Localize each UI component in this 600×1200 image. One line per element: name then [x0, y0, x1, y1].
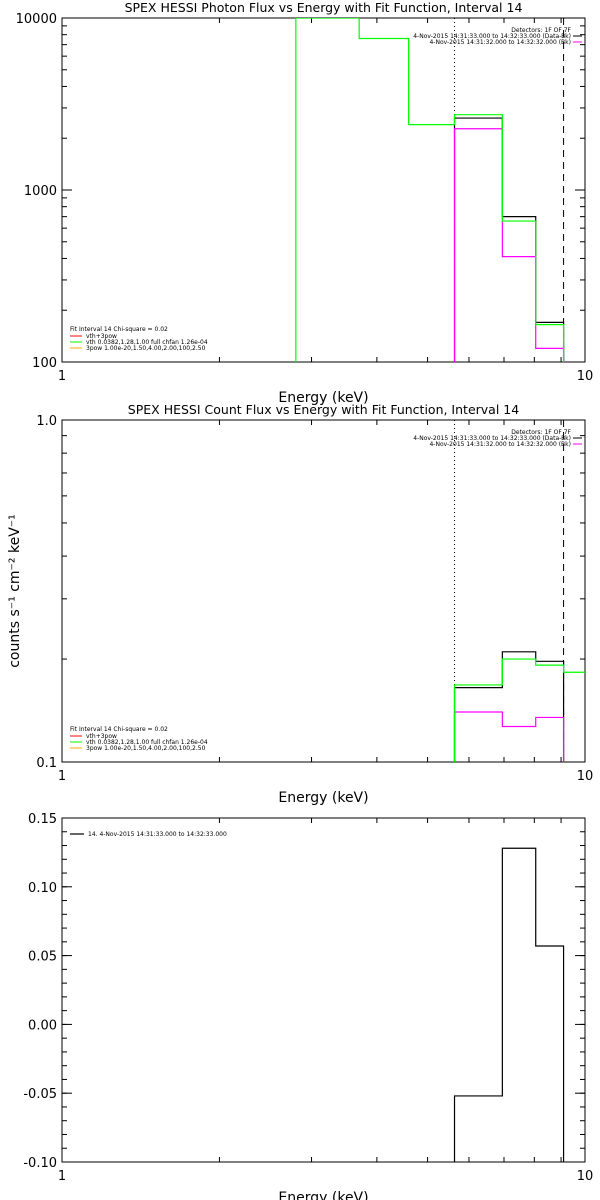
x-axis-label: Energy (keV)	[278, 390, 368, 406]
series-data-bk-histogram	[453, 117, 565, 362]
chart-panel-1: SPEX HESSI Photon Flux vs Energy with Fi…	[16, 0, 594, 406]
x-axis-label: Energy (keV)	[278, 790, 368, 806]
y-axis-label: counts s⁻¹ cm⁻² keV⁻¹	[7, 514, 23, 668]
series-14-4-nov-2015-14-31-33-000-to-14-32-33-000-histogram	[453, 847, 565, 1162]
y-tick-label: -0.05	[23, 1087, 57, 1102]
chart-panel-3: 1 10 -0.10 -0.05 0.00 0.05 0.10 0.15 Energy (keV…	[23, 812, 593, 1200]
legend-header: Fit Interval 14 Chi-square = 0.02	[70, 326, 168, 333]
y-tick-label: 1.0	[36, 414, 57, 429]
series-vth-3pow-histogram	[453, 658, 585, 762]
series-bk-histogram	[453, 128, 565, 362]
y-tick-label: -0.10	[23, 1156, 57, 1171]
y-tick-label: 0.00	[28, 1018, 57, 1033]
info-text: Detectors: 1F OF 7F	[511, 429, 571, 436]
x-tick-label: 10	[577, 1169, 594, 1184]
x-tick-label: 1	[58, 769, 66, 784]
info-text: Detectors: 1F OF 7F	[511, 27, 571, 34]
legend-label: vth+3pow	[86, 333, 117, 340]
y-tick-label: 1000	[24, 184, 57, 199]
legend-label: vth+3pow	[86, 733, 117, 740]
y-tick-label: 100	[32, 356, 57, 371]
y-tick-label: 0.10	[28, 881, 57, 896]
chart-title: SPEX HESSI Count Flux vs Energy with Fit…	[128, 402, 519, 417]
chart-title: SPEX HESSI Photon Flux vs Energy with Fi…	[125, 0, 523, 15]
info-text: 4-Nov-2015 14:31:33.000 to 14:32:33.000 …	[413, 435, 571, 442]
x-tick-label: 10	[577, 769, 594, 784]
plot-frame	[61, 419, 586, 763]
x-tick-label: 10	[577, 369, 594, 384]
legend-label: 3pow 1.00e-20,1.50,4.00,2.00,100,2.50	[86, 345, 206, 352]
legend-label: vth 0.0382,1.28,1.00 full chfan 1.26e-04	[86, 339, 208, 346]
y-tick-label: 0.1	[36, 756, 57, 771]
x-axis-label: Energy (keV)	[278, 1190, 368, 1200]
legend-label: 3pow 1.00e-20,1.50,4.00,2.00,100,2.50	[86, 745, 206, 752]
x-tick-label: 1	[58, 1169, 66, 1184]
info-text: 4-Nov-2015 14:31:32.000 to 14:32:32.000 …	[429, 39, 571, 46]
series-bk-histogram	[453, 711, 565, 762]
series-vth-3pow-histogram	[295, 18, 565, 362]
plot-frame	[61, 817, 586, 1163]
legend-label: 14. 4-Nov-2015 14:31:33.000 to 14:32:33.…	[88, 831, 227, 838]
x-tick-label: 1	[58, 369, 66, 384]
plot-frame	[61, 17, 586, 363]
y-tick-label: 10000	[16, 12, 57, 27]
chart-panel-2: SPEX HESSI Count Flux vs Energy with Fit…	[7, 402, 593, 806]
series-data-bk-histogram	[453, 651, 565, 762]
legend-header: Fit Interval 14 Chi-square = 0.02	[70, 726, 168, 733]
y-tick-label: 0.15	[28, 812, 57, 827]
info-text: 4-Nov-2015 14:31:33.000 to 14:32:33.000 …	[413, 33, 571, 40]
y-tick-label: 0.05	[28, 950, 57, 965]
info-text: 4-Nov-2015 14:31:32.000 to 14:32:32.000 …	[429, 441, 571, 448]
legend-label: vth 0.0382,1.28,1.00 full chfan 1.26e-04	[86, 739, 208, 746]
